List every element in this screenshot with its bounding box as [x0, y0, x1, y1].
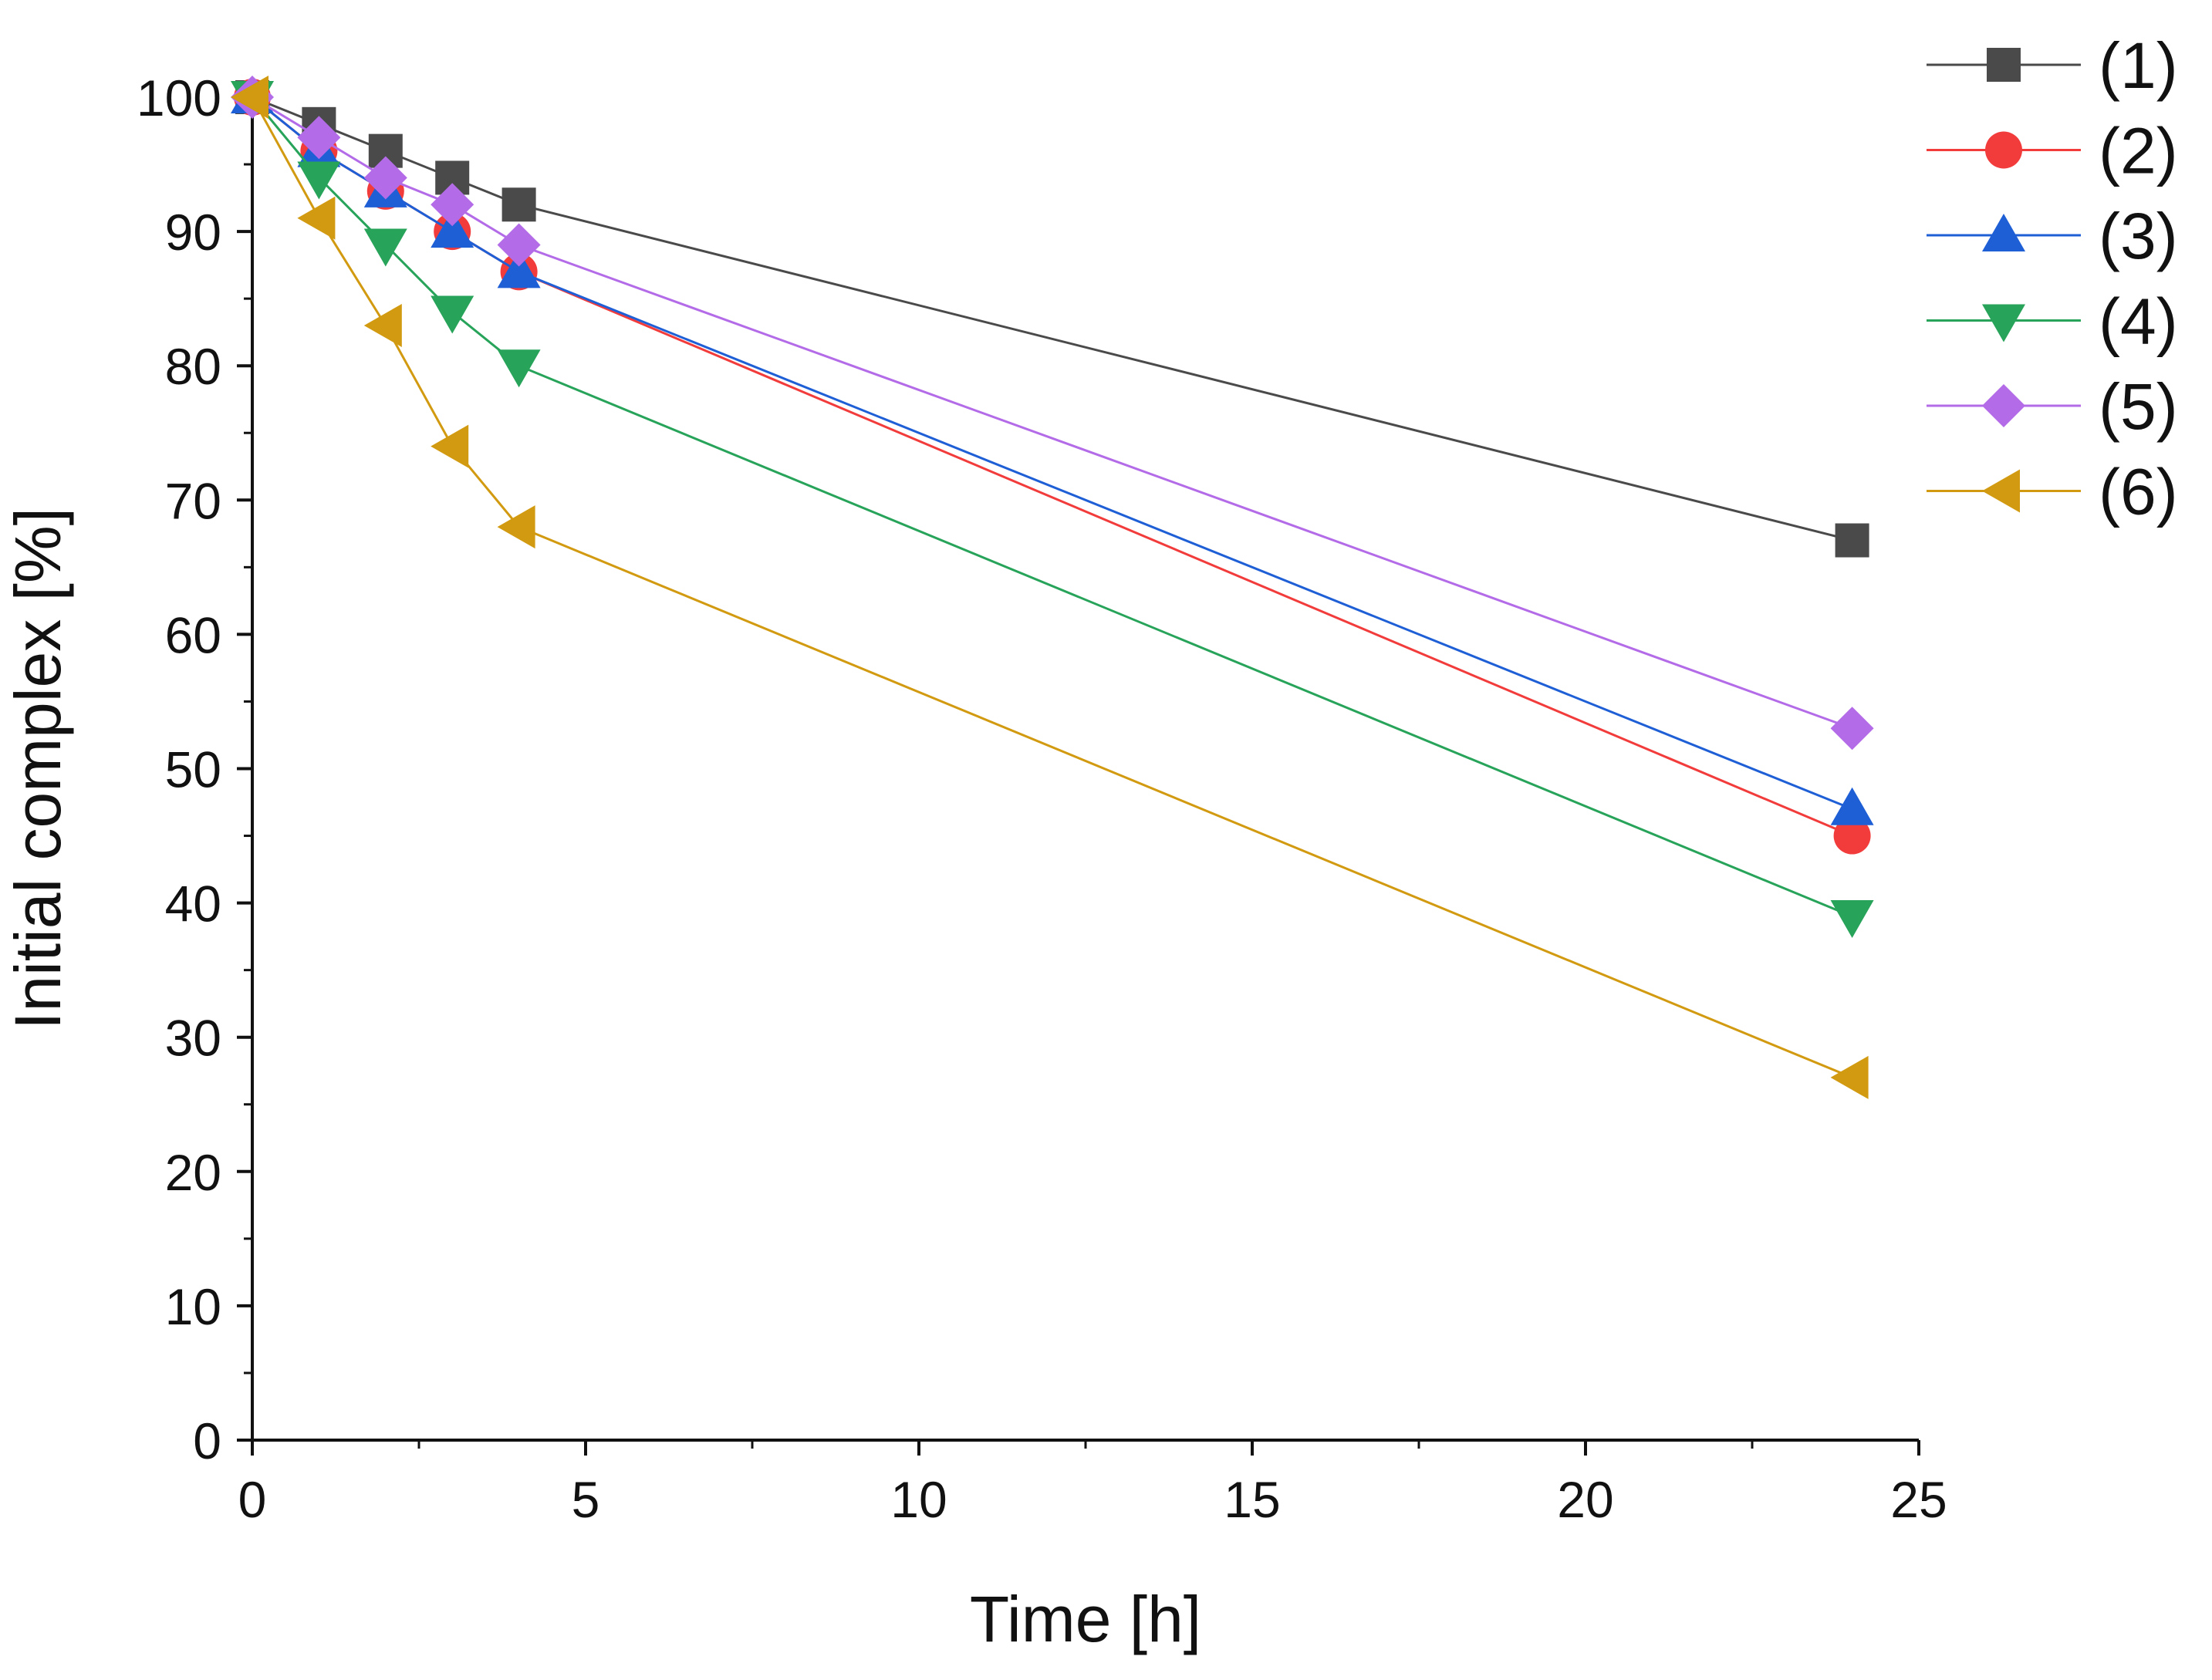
data-point	[431, 210, 474, 248]
series-4	[231, 81, 1874, 939]
data-point	[1830, 1055, 1869, 1099]
legend-item-5: (5)	[1927, 370, 2178, 443]
data-point	[431, 183, 474, 227]
series-layer	[231, 76, 1874, 1099]
legend-marker	[1982, 214, 2025, 251]
y-tick-label: 0	[193, 1412, 221, 1469]
y-tick-label: 90	[165, 204, 221, 261]
y-tick-label: 50	[165, 741, 221, 798]
y-tick-label: 80	[165, 338, 221, 395]
series-line	[252, 96, 1852, 541]
data-point	[497, 349, 541, 388]
y-tick-label: 100	[137, 69, 221, 127]
series-line	[251, 96, 1853, 1079]
y-tick-label: 40	[165, 875, 221, 933]
series-5	[231, 76, 1874, 751]
data-point	[1833, 817, 1871, 855]
y-tick-label: 10	[165, 1278, 221, 1335]
legend-marker	[1982, 384, 2025, 427]
axes: 0 5 10 15 20 25 0 10 20 30 40 50 60 70 80 90 100	[137, 69, 1947, 1528]
y-tick-label: 20	[165, 1144, 221, 1201]
legend-label: (3)	[2099, 200, 2178, 272]
data-point	[363, 228, 407, 267]
series-2	[234, 79, 1871, 855]
series-line	[251, 96, 1853, 918]
x-axis-title: Time [h]	[970, 1583, 1201, 1655]
legend-marker	[1982, 304, 2025, 342]
legend-label: (4)	[2099, 285, 2178, 358]
series-line	[252, 96, 1853, 811]
legend-marker	[1987, 48, 2021, 82]
legend-marker	[1985, 131, 2022, 169]
series-6	[231, 76, 1869, 1099]
data-point	[1830, 900, 1874, 939]
data-point	[431, 424, 469, 468]
legend-label: (2)	[2099, 115, 2178, 187]
legend-marker	[1982, 469, 2020, 513]
x-tick-label: 20	[1557, 1471, 1613, 1528]
y-tick-label: 60	[165, 606, 221, 663]
legend: (1) (2) (3) (4) (5) (6)	[1927, 29, 2178, 528]
data-point	[363, 156, 407, 200]
y-tick-label: 30	[165, 1010, 221, 1067]
legend-item-6: (6)	[1927, 456, 2178, 528]
data-point	[297, 116, 341, 160]
data-point	[231, 76, 268, 119]
legend-label: (1)	[2099, 29, 2178, 102]
x-tick-label: 10	[890, 1471, 947, 1528]
legend-item-3: (3)	[1927, 200, 2178, 272]
y-tick-label: 70	[165, 472, 221, 529]
legend-label: (5)	[2099, 370, 2178, 443]
legend-item-1: (1)	[1927, 29, 2178, 102]
data-point	[497, 505, 535, 549]
data-point	[497, 250, 541, 288]
data-point	[431, 295, 474, 334]
data-point	[497, 223, 541, 267]
series-line	[252, 96, 1853, 837]
x-tick-label: 5	[572, 1471, 600, 1528]
legend-item-4: (4)	[1927, 285, 2178, 358]
data-point	[363, 303, 402, 347]
x-tick-label: 25	[1890, 1471, 1947, 1528]
data-point	[297, 161, 341, 200]
legend-item-2: (2)	[1927, 115, 2178, 187]
legend-label: (6)	[2099, 456, 2178, 528]
data-point	[501, 187, 536, 222]
data-point	[1835, 523, 1869, 558]
x-tick-label: 0	[238, 1471, 267, 1528]
data-point	[1830, 707, 1874, 751]
data-point	[297, 196, 336, 240]
x-tick-label: 15	[1224, 1471, 1280, 1528]
data-point	[1830, 787, 1874, 825]
series-line	[252, 96, 1853, 730]
y-axis-title: Initial complex [%]	[2, 508, 74, 1030]
